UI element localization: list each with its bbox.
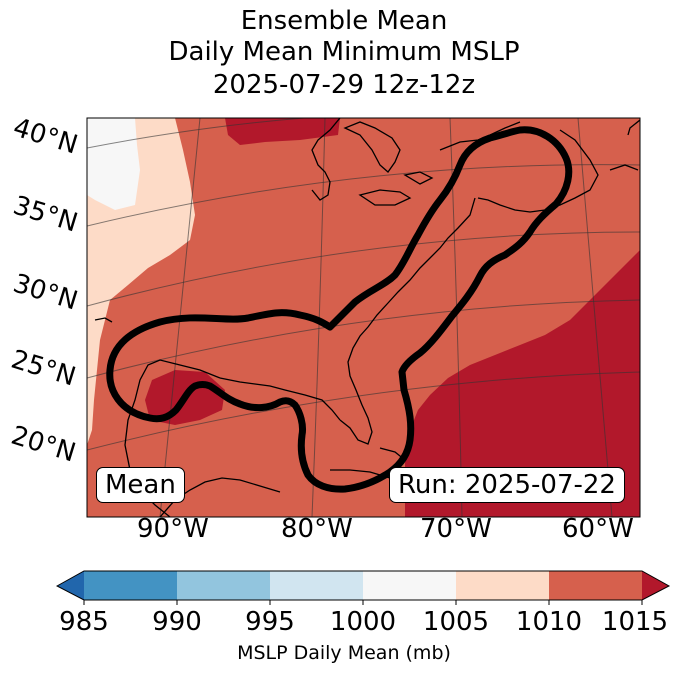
colorbar-segment-1010-1015 <box>549 571 642 600</box>
colorbar-tick-1015: 1015 <box>601 607 669 637</box>
field-above-1015-atlantic <box>405 250 640 517</box>
colorbar-segment-990-995 <box>177 571 270 600</box>
lon-label-70: 70°W <box>420 514 492 544</box>
lon-label-90: 90°W <box>137 514 209 544</box>
lon-label-80: 80°W <box>281 514 353 544</box>
title-line-1: Ensemble Mean <box>240 6 448 36</box>
colorbar-tick-990: 990 <box>152 607 202 637</box>
colorbar-segment-985-990 <box>84 571 177 600</box>
colorbar-segment-1000-1005 <box>363 571 456 600</box>
colorbar-tick-1000: 1000 <box>329 607 397 637</box>
map-frame <box>86 117 641 518</box>
colorbar-label: MSLP Daily Mean (mb) <box>237 642 451 664</box>
map <box>86 117 641 518</box>
colorbar-segment-995-1000 <box>270 571 363 600</box>
title-line-2: Daily Mean Minimum MSLP <box>168 37 520 67</box>
colorbar <box>55 570 671 605</box>
contour-1015 <box>106 126 573 493</box>
lon-label-60: 60°W <box>562 514 634 544</box>
colorbar-tick-985: 985 <box>59 607 109 637</box>
colorbar-tick-995: 995 <box>245 607 295 637</box>
colorbar-extend-low <box>57 571 84 600</box>
colorbar-tick-1005: 1005 <box>422 607 490 637</box>
colorbar-segment-1005-1010 <box>456 571 549 600</box>
field-1000-1005 <box>87 118 140 210</box>
field-above-1015-north <box>225 118 340 145</box>
mean-badge: Mean <box>96 467 185 503</box>
run-date-badge: Run: 2025-07-22 <box>389 467 625 503</box>
colorbar-tick-1010: 1010 <box>515 607 583 637</box>
title-line-3: 2025-07-29 12z-12z <box>212 70 476 100</box>
colorbar-extend-high <box>642 571 669 600</box>
